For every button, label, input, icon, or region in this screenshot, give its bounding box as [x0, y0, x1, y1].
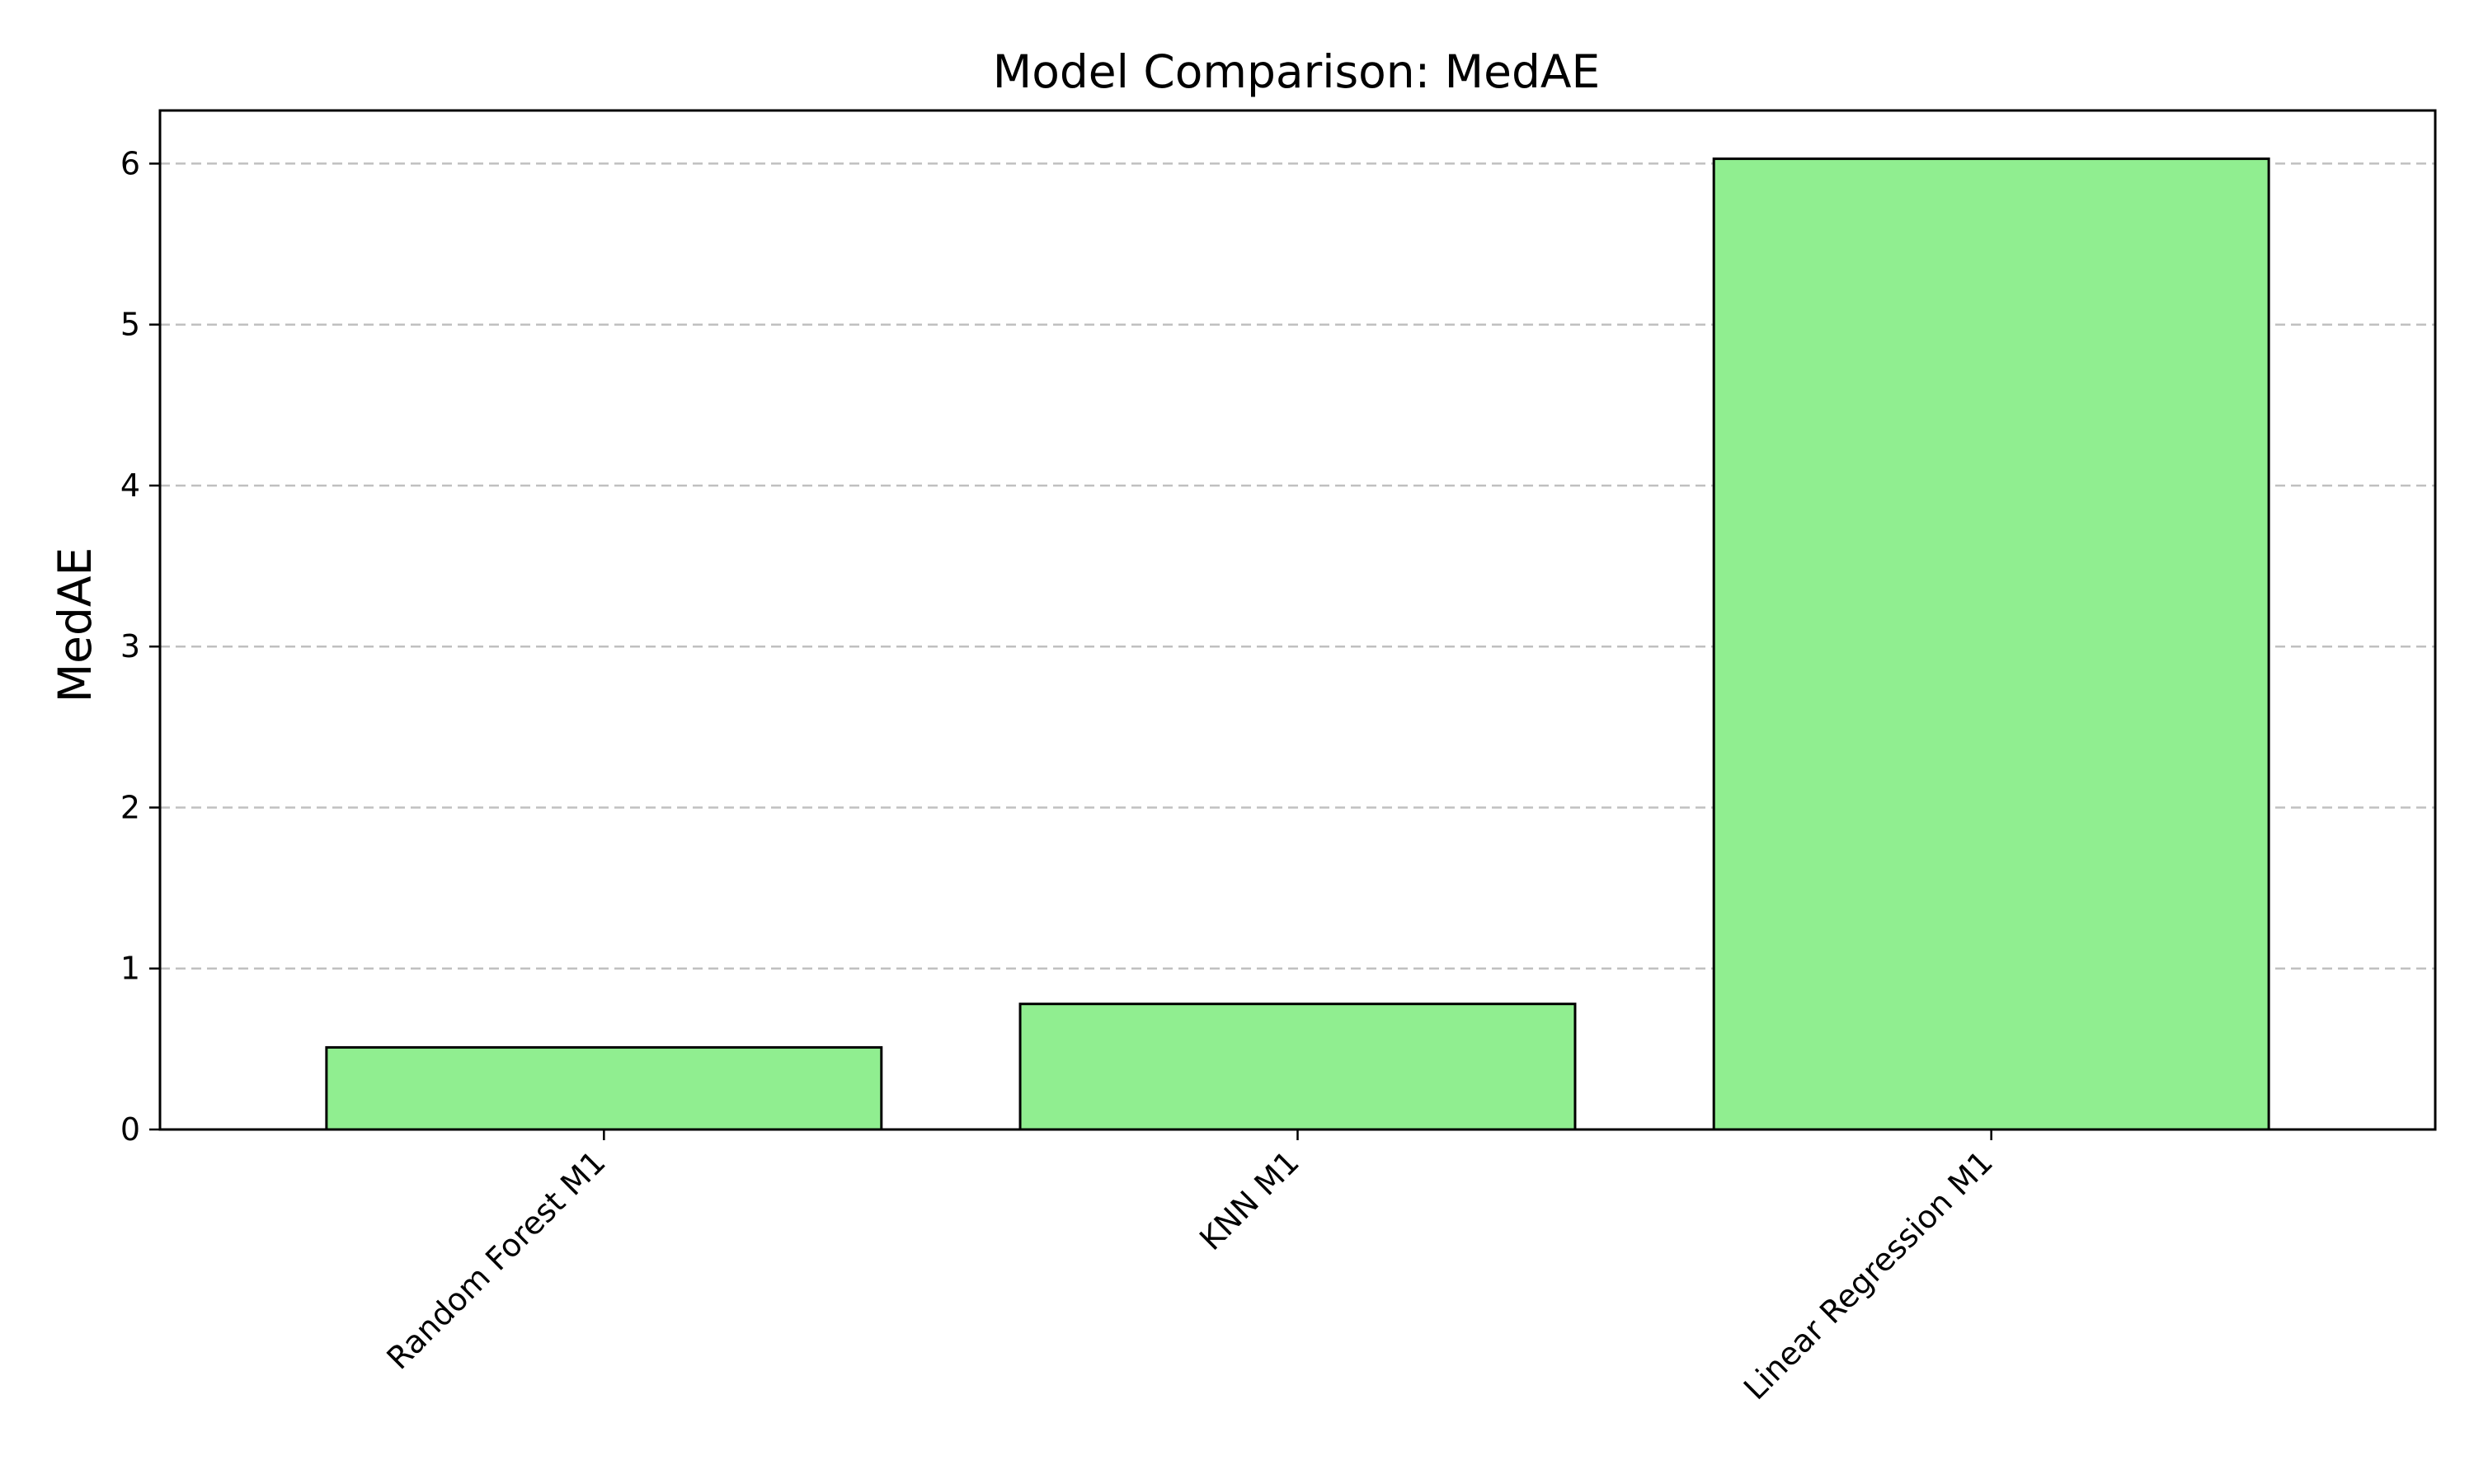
y-tick-label: 2	[120, 789, 140, 825]
x-tick-label: Linear Regression M1	[1737, 1144, 2000, 1407]
y-tick-label: 6	[120, 145, 140, 181]
bar	[1018, 1003, 1577, 1131]
y-tick-label: 1	[120, 951, 140, 987]
bars	[325, 157, 2270, 1131]
y-tick-label: 4	[120, 467, 140, 504]
x-axis-ticks: Random Forest M1 KNN M1 Linear Regression …	[380, 1129, 2000, 1407]
x-tick-label: Random Forest M1	[380, 1144, 613, 1376]
chart-title: Model Comparison: MedAE	[993, 45, 1601, 98]
y-axis-label: MedAE	[49, 547, 101, 703]
y-tick-label: 3	[120, 628, 140, 665]
x-tick-label: KNN M1	[1192, 1144, 1306, 1257]
y-tick-label: 0	[120, 1111, 140, 1148]
y-axis-ticks: 0 1 2 3 4 5 6	[120, 145, 160, 1148]
bar	[1712, 157, 2270, 1131]
bar	[325, 1045, 883, 1131]
y-tick-label: 5	[120, 307, 140, 343]
